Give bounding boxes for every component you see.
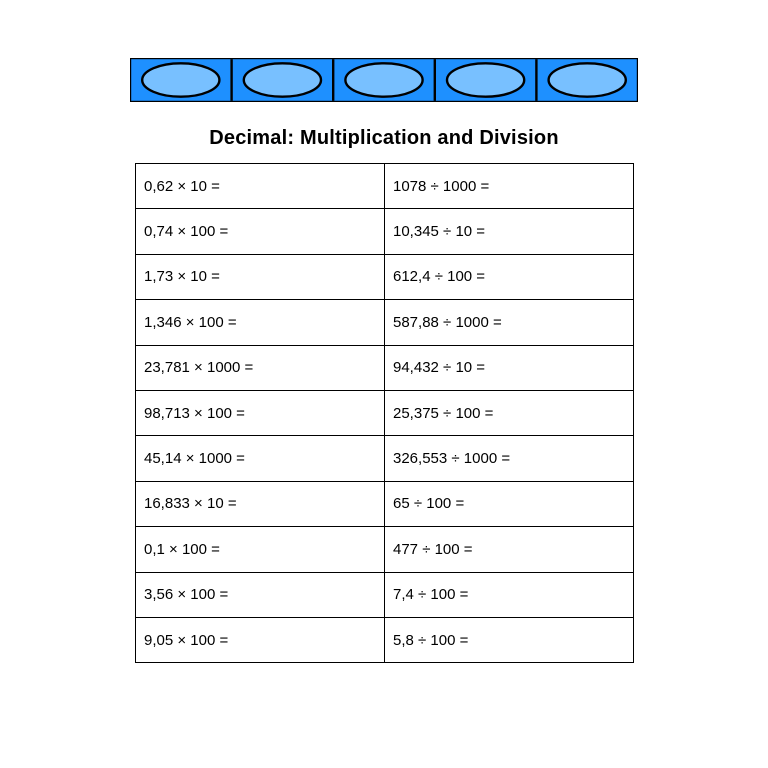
multiplication-problem-cell: 45,14 × 1000 =	[136, 436, 385, 481]
problems-table: 0,62 × 10 =1078 ÷ 1000 =0,74 × 100 =10,3…	[135, 163, 634, 663]
multiplication-problem-cell: 0,74 × 100 =	[136, 209, 385, 254]
division-problem-cell: 7,4 ÷ 100 =	[385, 573, 634, 618]
division-problem-cell: 10,345 ÷ 10 =	[385, 209, 634, 254]
banner-svg	[130, 58, 638, 102]
table-row: 98,713 × 100 =25,375 ÷ 100 =	[136, 391, 634, 436]
table-row: 0,62 × 10 =1078 ÷ 1000 =	[136, 164, 634, 209]
table-row: 45,14 × 1000 =326,553 ÷ 1000 =	[136, 436, 634, 481]
multiplication-problem-cell: 3,56 × 100 =	[136, 573, 385, 618]
table-row: 9,05 × 100 = 5,8 ÷ 100 =	[136, 618, 634, 663]
multiplication-problem-cell: 1,73 × 10 =	[136, 255, 385, 300]
table-row: 23,781 × 1000 =94,432 ÷ 10 =	[136, 346, 634, 391]
table-row: 1,346 × 100 =587,88 ÷ 1000 =	[136, 300, 634, 345]
division-problem-cell: 25,375 ÷ 100 =	[385, 391, 634, 436]
division-problem-cell: 94,432 ÷ 10 =	[385, 346, 634, 391]
banner-oval	[447, 63, 524, 96]
multiplication-problem-cell: 98,713 × 100 =	[136, 391, 385, 436]
decorative-banner	[130, 58, 638, 102]
multiplication-problem-cell: 23,781 × 1000 =	[136, 346, 385, 391]
banner-oval	[345, 63, 422, 96]
table-row: 16,833 × 10 =65 ÷ 100 =	[136, 482, 634, 527]
table-row: 3,56 × 100 =7,4 ÷ 100 =	[136, 573, 634, 618]
banner-oval	[142, 63, 219, 96]
division-problem-cell: 65 ÷ 100 =	[385, 482, 634, 527]
table-row: 1,73 × 10 =612,4 ÷ 100 =	[136, 255, 634, 300]
table-row: 0,74 × 100 =10,345 ÷ 10 =	[136, 209, 634, 254]
worksheet-title: Decimal: Multiplication and Division	[0, 127, 768, 150]
division-problem-cell: 612,4 ÷ 100 =	[385, 255, 634, 300]
multiplication-problem-cell: 9,05 × 100 =	[136, 618, 385, 663]
multiplication-problem-cell: 0,1 × 100 =	[136, 527, 385, 572]
division-problem-cell: 1078 ÷ 1000 =	[385, 164, 634, 209]
division-problem-cell: 5,8 ÷ 100 =	[385, 618, 634, 663]
multiplication-problem-cell: 16,833 × 10 =	[136, 482, 385, 527]
table-row: 0,1 × 100 =477 ÷ 100 =	[136, 527, 634, 572]
banner-oval	[244, 63, 321, 96]
division-problem-cell: 326,553 ÷ 1000 =	[385, 436, 634, 481]
multiplication-problem-cell: 1,346 × 100 =	[136, 300, 385, 345]
banner-oval	[549, 63, 626, 96]
division-problem-cell: 477 ÷ 100 =	[385, 527, 634, 572]
division-problem-cell: 587,88 ÷ 1000 =	[385, 300, 634, 345]
worksheet-page: Decimal: Multiplication and Division 0,6…	[0, 0, 768, 768]
multiplication-problem-cell: 0,62 × 10 =	[136, 164, 385, 209]
